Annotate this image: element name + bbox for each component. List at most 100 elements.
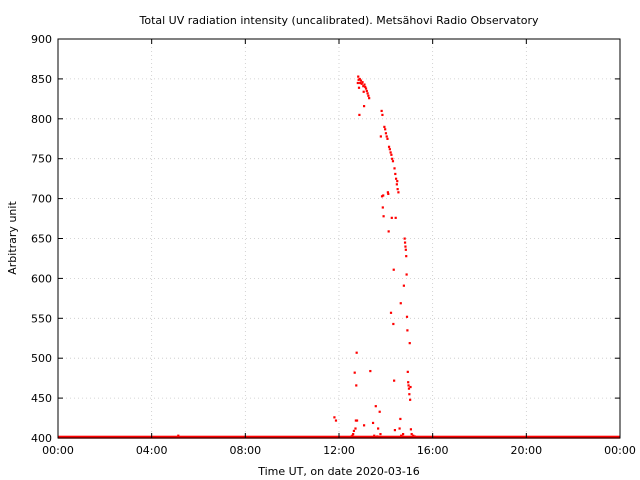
data-point [405,255,408,258]
data-point [360,82,363,85]
data-point [359,81,362,85]
data-point [352,429,356,433]
data-point [396,180,399,183]
data-point [379,433,382,436]
data-point [399,417,402,421]
data-point [408,342,411,345]
data-point [393,379,396,382]
data-point [371,421,375,425]
data-point [382,215,385,218]
data-point [400,434,403,437]
data-point [361,81,364,84]
data-point [397,191,400,194]
data-point [333,416,336,419]
data-point [399,302,402,305]
data-point [334,419,338,422]
data-point [392,268,395,271]
x-tick-label: 00:00 [42,444,74,457]
data-point [357,86,361,89]
x-tick-label: 12:00 [323,444,355,457]
data-point [387,145,391,148]
data-point [395,183,398,186]
data-point [356,81,359,85]
data-point [362,85,365,88]
data-point [404,245,407,248]
data-point [373,434,376,437]
data-point [407,381,410,384]
data-point [362,424,366,427]
data-point [353,371,356,374]
data-point [404,248,407,251]
data-point [364,85,367,89]
data-point [381,113,384,117]
data-point [377,427,380,430]
data-point [352,433,355,436]
y-tick-label: 500 [31,352,52,365]
data-point [386,137,389,140]
data-point [376,435,379,438]
y-axis-label: Arbitrary unit [6,201,19,275]
y-tick-label: 600 [31,272,52,285]
x-tick-label: 16:00 [417,444,449,457]
data-point [379,135,382,138]
data-point [409,385,412,389]
data-point [389,151,392,154]
data-point [408,393,411,396]
chart-title: Total UV radiation intensity (uncalibrat… [139,14,539,27]
data-point [409,398,412,401]
data-point [393,167,396,170]
data-point [362,105,366,108]
x-axis-label: Time UT, on date 2020-03-16 [257,465,420,478]
data-point [402,284,405,287]
data-point [389,311,393,314]
data-point [358,77,361,81]
data-point [390,216,393,219]
data-point [364,87,368,90]
data-point [396,188,399,191]
data-point [386,191,389,194]
data-point [398,427,401,430]
data-point [407,387,411,390]
data-point [394,216,397,219]
data-point [387,192,390,196]
data-point [385,135,388,138]
data-point [357,78,360,81]
data-point [416,436,419,439]
data-point [406,370,409,373]
data-point [407,384,410,387]
data-point [362,90,365,93]
data-point [354,419,357,422]
data-point [355,384,358,387]
data-point [354,427,357,430]
y-tick-label: 550 [31,312,52,325]
data-points [58,75,620,439]
data-point [365,89,368,93]
data-point [393,429,397,432]
data-point [387,230,390,233]
data-point [401,435,404,438]
y-tick-label: 400 [31,432,52,445]
data-point [403,237,406,240]
y-tick-label: 750 [31,153,52,166]
data-point [380,109,383,113]
axis-ticks: 400 450 500 550 600 650 700 750 800 850 900 00:00 04… [31,33,636,457]
data-point [359,79,363,82]
x-tick-label: 04:00 [136,444,168,457]
data-point [394,172,397,176]
data-point [410,433,413,436]
data-point [390,153,393,156]
data-point [355,351,358,354]
y-tick-label: 450 [31,392,52,405]
x-tick-label: 00:00 [604,444,636,457]
data-point [369,369,372,373]
data-point [367,94,370,97]
data-point [402,433,405,436]
data-point [177,434,180,437]
data-point [388,148,391,151]
y-tick-label: 900 [31,33,52,46]
data-point [406,329,409,332]
data-point [383,125,386,128]
y-tick-label: 850 [31,73,52,86]
data-point [358,113,361,117]
